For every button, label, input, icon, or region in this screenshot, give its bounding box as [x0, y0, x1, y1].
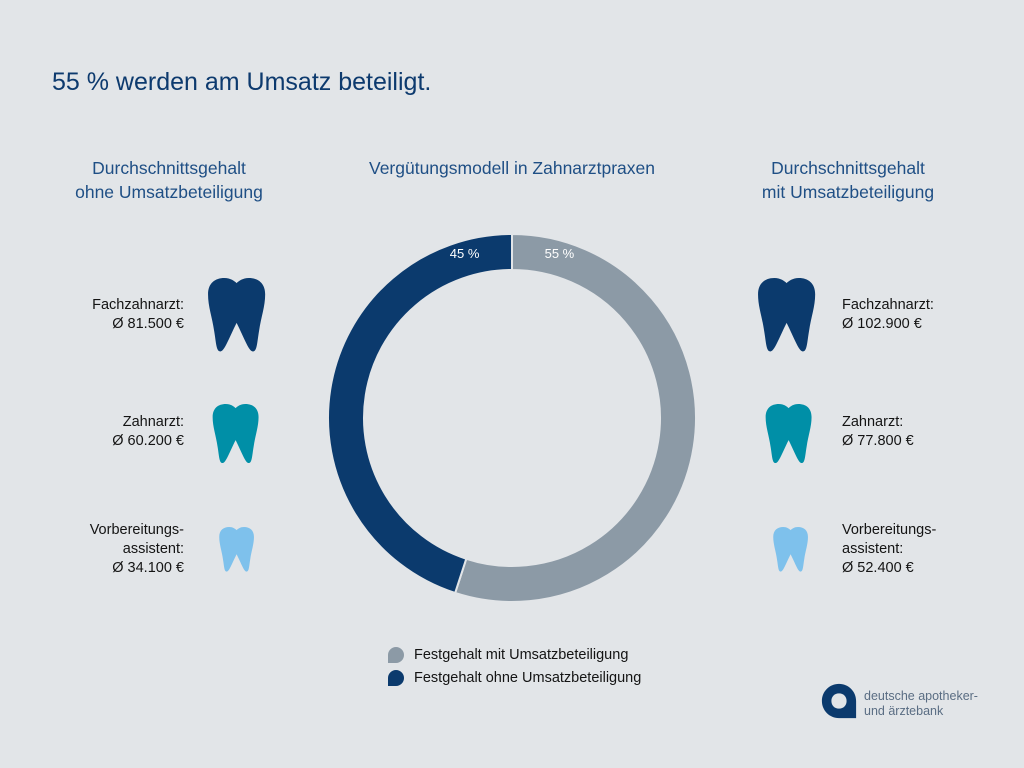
chart-legend: Festgehalt mit Umsatzbeteiligung Festgeh…	[388, 647, 641, 686]
role-label-line1: Vorbereitungs-	[89, 522, 184, 538]
right-column-heading: Durchschnittsgehalt mit Umsatzbeteiligun…	[740, 156, 956, 204]
logo-line2: und ärztebank	[864, 703, 944, 718]
role-label-line2: assistent:	[122, 541, 184, 557]
left-heading-line2: ohne Umsatzbeteiligung	[75, 182, 263, 202]
right-heading-line1: Durchschnittsgehalt	[771, 158, 925, 178]
salary-value: Ø 60.200 €	[112, 433, 184, 449]
salary-value: Ø 52.400 €	[842, 560, 914, 576]
left-column-heading: Durchschnittsgehalt ohne Umsatzbeteiligu…	[54, 156, 284, 204]
right-heading-line2: mit Umsatzbeteiligung	[761, 182, 935, 202]
apobank-logo-icon	[821, 683, 857, 719]
tooth-icon-right	[765, 404, 812, 464]
legend-label: Festgehalt mit Umsatzbeteiligung	[414, 647, 629, 663]
salary-value: Ø 34.100 €	[112, 560, 184, 576]
salary-value: Ø 102.900 €	[842, 316, 922, 332]
role-label: Fachzahnarzt:	[842, 297, 934, 313]
role-label: Zahnarzt:	[122, 414, 184, 430]
chart-title: Vergütungsmodell in Zahnarztpraxen	[368, 158, 655, 178]
tooth-icon-left	[208, 278, 266, 352]
left-salary-zahnarzt: Zahnarzt: Ø 60.200 €	[14, 413, 184, 451]
tooth-icon-right	[758, 278, 816, 352]
donut-slice	[327, 232, 513, 595]
salary-value: Ø 77.800 €	[842, 433, 914, 449]
role-label-line2: assistent:	[842, 541, 904, 557]
slice-percent-label: 45 %	[450, 246, 480, 261]
page-title: 55 % werden am Umsatz beteiligt.	[52, 68, 432, 96]
tooth-icon-right	[773, 527, 808, 572]
left-salary-vorbereitungsassistent: Vorbereitungs- assistent: Ø 34.100 €	[14, 521, 184, 578]
right-salary-zahnarzt: Zahnarzt: Ø 77.800 €	[842, 413, 914, 451]
role-label: Fachzahnarzt:	[92, 297, 184, 313]
legend-swatch-icon	[388, 670, 404, 686]
salary-value: Ø 81.500 €	[112, 316, 184, 332]
tooth-icon-left	[219, 527, 254, 572]
slice-percent-label: 55 %	[545, 246, 575, 261]
role-label: Zahnarzt:	[842, 414, 904, 430]
donut-slice	[453, 232, 697, 603]
role-label-line1: Vorbereitungs-	[842, 522, 937, 538]
logo-text: deutsche apotheker- und ärztebank	[864, 689, 978, 718]
left-salary-fachzahnarzt: Fachzahnarzt: Ø 81.500 €	[14, 296, 184, 334]
right-salary-vorbereitungsassistent: Vorbereitungs- assistent: Ø 52.400 €	[842, 521, 936, 578]
logo-line1: deutsche apotheker-	[864, 689, 978, 703]
legend-item: Festgehalt ohne Umsatzbeteiligung	[388, 670, 641, 686]
legend-swatch-icon	[388, 647, 404, 663]
legend-item: Festgehalt mit Umsatzbeteiligung	[388, 647, 641, 663]
tooth-icon-left	[212, 404, 259, 464]
right-salary-fachzahnarzt: Fachzahnarzt: Ø 102.900 €	[842, 296, 934, 334]
legend-label: Festgehalt ohne Umsatzbeteiligung	[414, 670, 642, 686]
left-heading-line1: Durchschnittsgehalt	[92, 158, 246, 178]
